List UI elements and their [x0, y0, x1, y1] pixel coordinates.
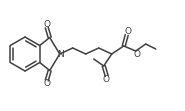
Text: O: O: [133, 50, 140, 59]
Text: N: N: [57, 50, 64, 58]
Text: O: O: [102, 75, 109, 84]
Text: O: O: [43, 20, 50, 29]
Text: O: O: [43, 79, 50, 88]
Text: O: O: [124, 27, 131, 36]
